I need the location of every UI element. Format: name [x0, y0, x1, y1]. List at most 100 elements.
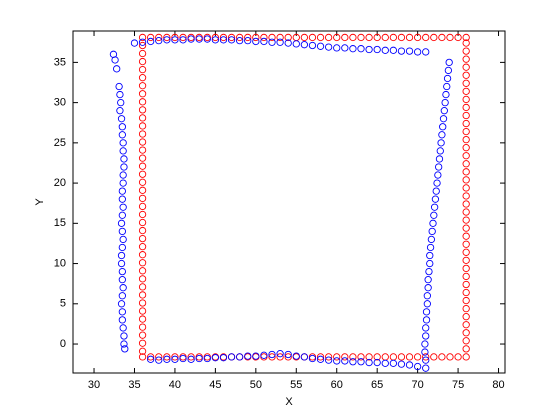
point	[462, 127, 470, 136]
point	[117, 300, 126, 308]
point	[443, 82, 451, 91]
point	[155, 353, 163, 361]
point	[163, 355, 171, 363]
point	[462, 152, 470, 160]
point	[439, 123, 447, 131]
point	[462, 119, 470, 128]
point	[138, 82, 147, 90]
point	[147, 37, 155, 46]
point	[138, 299, 147, 307]
point	[357, 33, 365, 42]
point	[171, 355, 179, 363]
point	[324, 356, 333, 364]
point	[219, 354, 228, 362]
point	[300, 33, 309, 42]
point	[203, 35, 211, 43]
point	[120, 163, 128, 171]
point	[333, 44, 341, 52]
point	[430, 211, 438, 219]
point	[138, 315, 147, 323]
point	[422, 364, 430, 372]
point	[119, 139, 127, 147]
point	[118, 195, 126, 203]
point	[138, 90, 147, 98]
point	[413, 362, 422, 371]
point	[171, 33, 179, 42]
point	[341, 357, 349, 365]
point	[434, 171, 442, 179]
x-tick-label: 65	[371, 379, 383, 391]
point	[462, 87, 470, 96]
point	[462, 313, 470, 321]
y-tick-label: 10	[54, 257, 66, 269]
point	[462, 135, 470, 144]
point	[155, 356, 163, 364]
point	[130, 39, 139, 47]
point	[138, 202, 147, 211]
point	[227, 36, 236, 44]
point	[155, 33, 163, 42]
point	[138, 347, 147, 355]
point	[373, 33, 381, 42]
point	[308, 354, 317, 363]
point	[423, 292, 431, 300]
point	[422, 308, 431, 316]
point	[426, 243, 435, 252]
point	[397, 353, 406, 361]
point	[424, 276, 432, 284]
point	[435, 163, 443, 171]
point	[462, 329, 470, 337]
point	[117, 219, 126, 227]
point	[462, 111, 470, 120]
point	[435, 155, 444, 163]
point	[438, 33, 446, 42]
point	[373, 45, 381, 54]
point	[155, 37, 163, 45]
point	[118, 211, 126, 219]
x-tick-label: 80	[492, 379, 504, 391]
point	[187, 35, 195, 43]
point	[462, 353, 470, 361]
point	[260, 351, 268, 359]
point	[179, 33, 187, 42]
point	[119, 235, 127, 244]
point	[397, 33, 406, 42]
point	[462, 224, 470, 232]
point	[389, 359, 398, 367]
point	[120, 340, 128, 348]
point	[308, 33, 317, 42]
point	[430, 203, 439, 211]
point	[424, 284, 432, 292]
point	[236, 37, 244, 45]
x-tick-label: 55	[290, 379, 302, 391]
point	[187, 355, 195, 363]
point	[138, 226, 147, 235]
point	[462, 33, 470, 42]
point	[260, 33, 268, 42]
point	[244, 33, 252, 42]
point	[227, 353, 236, 361]
point	[349, 33, 357, 42]
point	[195, 35, 203, 43]
point	[138, 267, 147, 275]
point	[171, 36, 179, 44]
point	[462, 47, 470, 55]
x-tick-label: 50	[250, 379, 262, 391]
point	[138, 251, 147, 259]
x-tick-label: 40	[169, 379, 181, 391]
point	[211, 36, 220, 44]
point	[138, 194, 147, 203]
point	[138, 146, 147, 154]
point	[421, 340, 429, 348]
point	[276, 33, 284, 42]
point	[462, 240, 470, 248]
point	[308, 41, 317, 50]
point	[462, 296, 470, 305]
point	[462, 168, 470, 176]
point	[117, 251, 126, 260]
point	[454, 33, 462, 42]
point	[333, 33, 341, 42]
point	[268, 350, 276, 359]
point	[284, 353, 292, 361]
point	[462, 216, 470, 224]
